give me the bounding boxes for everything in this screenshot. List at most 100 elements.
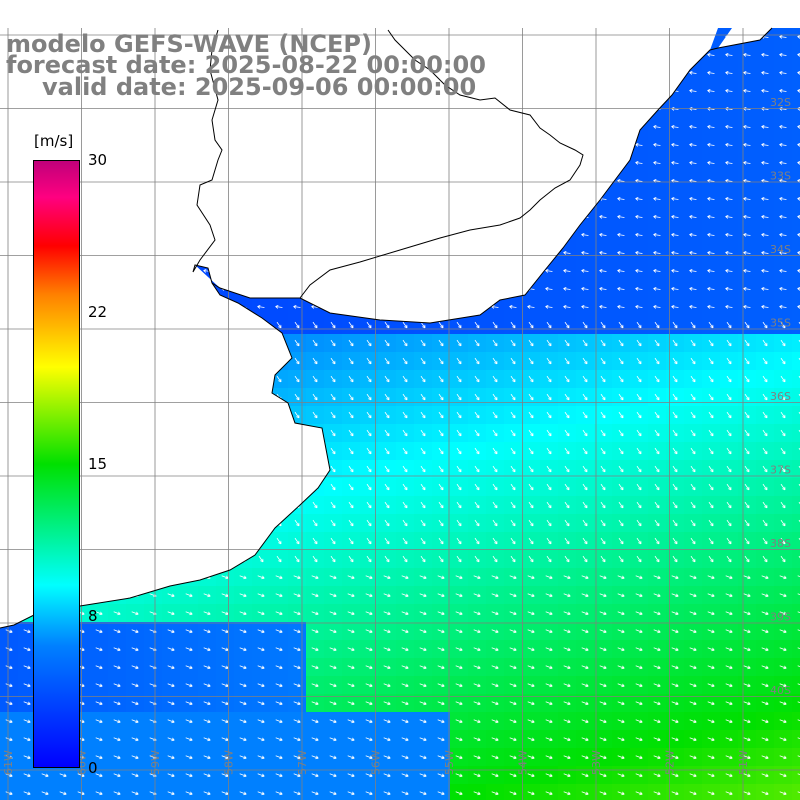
wind-arrow <box>636 357 642 365</box>
wind-arrow <box>545 160 553 165</box>
wind-cell <box>54 100 72 118</box>
wind-arrow <box>599 304 607 309</box>
wind-arrow <box>726 519 732 527</box>
wind-arrow <box>725 593 733 598</box>
wind-arrow <box>275 611 283 616</box>
wind-arrow <box>725 52 733 57</box>
wind-cell <box>90 370 108 388</box>
wind-arrow <box>564 321 570 329</box>
wind-cell <box>90 568 108 586</box>
wind-arrow <box>312 447 318 455</box>
wind-cell <box>540 784 558 800</box>
wind-arrow <box>510 501 516 509</box>
wind-cell <box>558 64 576 82</box>
wind-arrow <box>708 447 714 455</box>
wind-arrow <box>653 250 661 255</box>
wind-arrow <box>438 321 444 329</box>
wind-cell <box>558 28 576 46</box>
wind-cell <box>540 226 558 244</box>
wind-arrow <box>690 537 696 545</box>
wind-arrow <box>276 537 282 545</box>
wind-cell <box>522 784 540 800</box>
wind-arrow <box>167 214 175 219</box>
wind-arrow <box>581 232 589 237</box>
wind-arrow <box>96 411 102 419</box>
wind-arrow <box>671 34 679 39</box>
wind-arrow <box>167 286 175 291</box>
wind-arrow <box>384 429 390 437</box>
wind-arrow <box>564 357 570 365</box>
wind-cell <box>216 460 234 478</box>
wind-cell <box>432 226 450 244</box>
wind-cell <box>90 118 108 136</box>
wind-arrow <box>276 357 282 365</box>
wind-arrow <box>581 196 589 201</box>
wind-cell <box>288 118 306 136</box>
wind-arrow <box>221 142 229 147</box>
wind-cell <box>270 478 288 496</box>
wind-arrow <box>420 339 426 347</box>
wind-arrow <box>455 268 463 273</box>
wind-arrow <box>204 519 210 527</box>
wind-arrow <box>132 393 138 401</box>
wind-arrow <box>402 429 408 437</box>
wind-arrow <box>545 88 553 93</box>
wind-arrow <box>762 321 768 329</box>
wind-arrow <box>420 393 426 401</box>
wind-arrow <box>546 429 552 437</box>
wind-arrow <box>636 375 642 383</box>
wind-arrow <box>275 160 283 165</box>
wind-cell <box>306 460 324 478</box>
wind-arrow <box>599 160 607 165</box>
wind-arrow <box>348 393 354 401</box>
wind-cell <box>414 784 432 800</box>
wind-cell <box>612 64 630 82</box>
wind-cell <box>612 118 630 136</box>
wind-arrow <box>438 447 444 455</box>
wind-cell <box>468 172 486 190</box>
wind-arrow <box>294 339 300 347</box>
wind-cell <box>180 154 198 172</box>
wind-arrow <box>726 429 732 437</box>
wind-arrow <box>600 465 606 473</box>
wind-arrow <box>491 124 499 129</box>
wind-cell <box>684 28 702 46</box>
wind-cell <box>216 334 234 352</box>
wind-arrow <box>510 483 516 491</box>
legend-tick: 0 <box>88 759 98 777</box>
wind-arrow <box>150 519 156 527</box>
wind-cell <box>234 442 252 460</box>
wind-arrow <box>239 629 247 634</box>
wind-arrow <box>726 357 732 365</box>
wind-cell <box>270 334 288 352</box>
wind-arrow <box>203 629 211 634</box>
wind-arrow <box>312 537 318 545</box>
wind-cell <box>180 172 198 190</box>
wind-arrow <box>671 52 679 57</box>
wind-cell <box>0 334 18 352</box>
wind-cell <box>396 154 414 172</box>
wind-arrow <box>599 70 607 75</box>
wind-arrow <box>185 232 193 237</box>
wind-cell <box>72 100 90 118</box>
wind-arrow <box>527 593 535 598</box>
wind-arrow <box>581 142 589 147</box>
wind-cell <box>432 262 450 280</box>
wind-arrow <box>348 465 354 473</box>
wind-arrow <box>204 555 210 563</box>
wind-cell <box>216 406 234 424</box>
wind-cell <box>90 424 108 442</box>
wind-arrow <box>186 519 192 527</box>
wind-arrow <box>780 465 786 473</box>
wind-arrow <box>293 286 301 291</box>
wind-arrow <box>437 160 445 165</box>
wind-arrow <box>707 268 715 273</box>
wind-cell <box>0 478 18 496</box>
wind-arrow <box>5 142 13 147</box>
wind-arrow <box>672 465 678 473</box>
wind-cell <box>162 262 180 280</box>
wind-arrow <box>384 465 390 473</box>
wind-arrow <box>114 465 120 473</box>
wind-arrow <box>761 575 769 580</box>
wind-cell <box>144 190 162 208</box>
